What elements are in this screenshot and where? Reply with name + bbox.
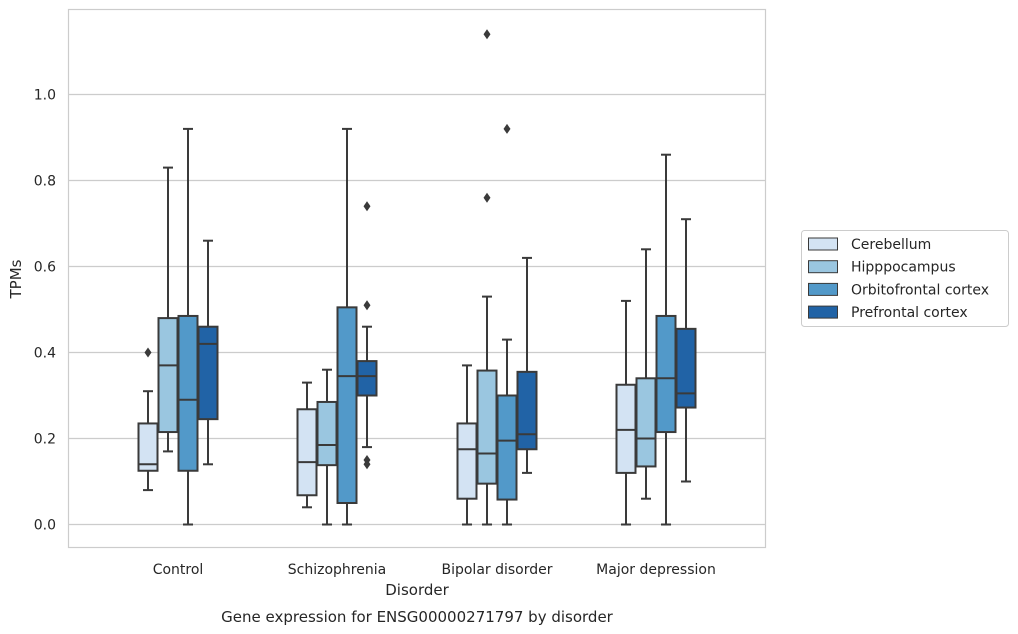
box-body — [177, 314, 199, 472]
box-cerebellum-1 — [296, 381, 318, 509]
box-orbitofrontal-cortex-3 — [655, 153, 677, 526]
y-tick-label: 0.4 — [34, 346, 56, 362]
y-tick-label: 0.0 — [34, 518, 56, 534]
box-prefrontal-cortex-0 — [197, 239, 219, 466]
y-tick-label: 0.6 — [34, 260, 56, 276]
x-tick-label: Control — [153, 562, 204, 578]
legend-swatch — [808, 260, 838, 274]
outlier-point — [144, 347, 152, 358]
outlier-point — [503, 123, 511, 134]
x-axis-label: Disorder — [385, 581, 449, 599]
y-axis-label: TPMs — [7, 259, 25, 299]
box-body — [336, 306, 358, 504]
box-hipppocampus-2 — [476, 29, 498, 526]
box-body — [316, 400, 338, 467]
legend-swatch — [808, 237, 838, 251]
box-hipppocampus-3 — [635, 248, 657, 500]
box-body — [476, 369, 498, 485]
box-hipppocampus-0 — [157, 166, 179, 453]
box-body — [496, 394, 518, 501]
box-body — [197, 325, 219, 421]
chart-caption: Gene expression for ENSG00000271797 by d… — [221, 608, 614, 626]
y-axis-ticks: 0.0 0.2 0.4 0.6 0.8 1.0 — [34, 88, 56, 534]
x-axis-ticks: Control Schizophrenia Bipolar disorder Majo… — [153, 562, 716, 578]
box-prefrontal-cortex-2 — [516, 256, 538, 474]
y-tick-label: 0.8 — [34, 174, 56, 190]
legend-label: Cerebellum — [851, 237, 931, 253]
box-body — [157, 317, 179, 434]
box-body — [356, 360, 378, 397]
box-body — [615, 383, 637, 474]
box-plot-area — [137, 29, 697, 526]
legend-swatch — [808, 305, 838, 319]
legend-label: Prefrontal cortex — [851, 305, 968, 321]
grid-lines — [68, 93, 766, 526]
y-tick-label: 1.0 — [34, 88, 56, 104]
legend-swatch — [808, 282, 838, 296]
box-orbitofrontal-cortex-0 — [177, 127, 199, 526]
box-hipppocampus-1 — [316, 368, 338, 526]
box-prefrontal-cortex-3 — [675, 218, 697, 483]
plot-frame — [67, 8, 767, 549]
outlier-point — [483, 29, 491, 40]
box-body — [635, 377, 657, 468]
box-cerebellum-0 — [137, 347, 159, 492]
box-body — [655, 314, 677, 434]
box-cerebellum-3 — [615, 299, 637, 526]
y-tick-label: 0.2 — [34, 432, 56, 448]
box-body — [516, 370, 538, 451]
box-body — [137, 422, 159, 472]
box-cerebellum-2 — [456, 364, 478, 526]
x-tick-label: Major depression — [596, 562, 716, 578]
legend-label: Orbitofrontal cortex — [851, 282, 989, 298]
outlier-point — [363, 201, 371, 212]
legend-label: Hipppocampus — [851, 260, 956, 276]
x-tick-label: Schizophrenia — [288, 562, 386, 578]
box-body — [456, 422, 478, 500]
box-orbitofrontal-cortex-1 — [336, 127, 358, 526]
x-tick-label: Bipolar disorder — [441, 562, 552, 578]
legend-frame — [801, 230, 1009, 327]
outlier-point — [363, 300, 371, 311]
outlier-point — [483, 192, 491, 203]
box-body — [296, 408, 318, 497]
box-body — [675, 327, 697, 409]
legend: Cerebellum Hipppocampus Orbitofrontal cort… — [801, 230, 1009, 327]
outlier-point — [363, 459, 371, 470]
box-orbitofrontal-cortex-2 — [496, 123, 518, 526]
box-prefrontal-cortex-1 — [356, 201, 378, 470]
